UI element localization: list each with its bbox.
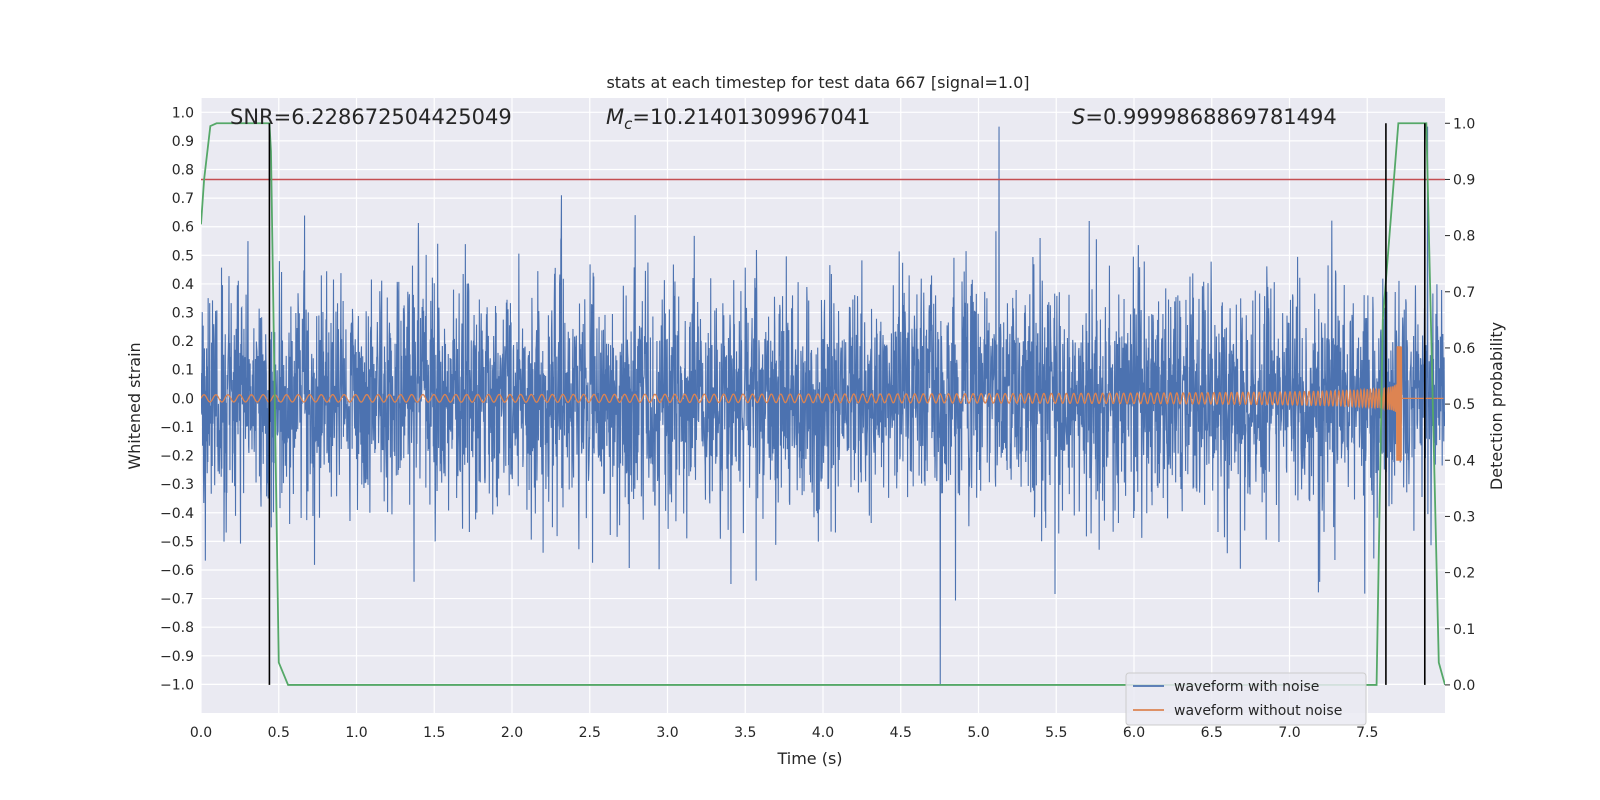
x-tick-label: 1.5 <box>423 725 445 741</box>
snr-annotation: SNR=6.228672504425049 <box>230 105 512 129</box>
y-tick-label: 0.9 <box>172 134 194 150</box>
x-tick-label: 1.0 <box>345 725 367 741</box>
x-tick-label: 7.0 <box>1278 725 1300 741</box>
y-tick-label: 0.0 <box>172 391 194 407</box>
y2-tick-label: 0.9 <box>1453 172 1475 188</box>
y-tick-label: −0.4 <box>160 506 194 522</box>
x-tick-label: 7.5 <box>1356 725 1378 741</box>
x-tick-label: 2.0 <box>501 725 523 741</box>
y2-tick-label: 0.1 <box>1453 622 1475 638</box>
y2-tick-label: 0.6 <box>1453 341 1475 357</box>
legend-box <box>1125 672 1367 726</box>
legend: waveform with noise waveform without noi… <box>1125 672 1367 726</box>
y2-tick-label: 0.8 <box>1453 229 1475 245</box>
y-axis-label: Whitened strain <box>125 342 144 469</box>
y2-tick-label: 0.2 <box>1453 566 1475 582</box>
x-tick-label: 0.0 <box>190 725 212 741</box>
y2-tick-label: 0.0 <box>1453 678 1475 694</box>
x-tick-label: 6.5 <box>1201 725 1223 741</box>
y-tick-label: 1.0 <box>172 105 194 121</box>
y-tick-label: 0.2 <box>172 334 194 350</box>
y-tick-label: −0.5 <box>160 534 194 550</box>
legend-label-noisy: waveform with noise <box>1174 679 1319 695</box>
score-symbol: S <box>1072 105 1085 129</box>
y-tick-label: −0.9 <box>160 649 194 665</box>
score-value: =0.9999868869781494 <box>1085 105 1336 129</box>
series-line-waveform-with-noise <box>201 126 1445 685</box>
y-tick-label: −0.8 <box>160 620 194 636</box>
y-tick-label: 0.8 <box>172 163 194 179</box>
y-tick-label: −0.2 <box>160 449 194 465</box>
score-annotation: S=0.9999868869781494 <box>1072 105 1337 129</box>
y2-tick-label: 0.7 <box>1453 285 1475 301</box>
chirp-mass-annotation: Mc=10.21401309967041 <box>606 105 870 133</box>
y-tick-label: 0.4 <box>172 277 194 293</box>
x-tick-label: 5.5 <box>1045 725 1067 741</box>
x-tick-label: 3.0 <box>656 725 678 741</box>
y-tick-label: 0.5 <box>172 248 194 264</box>
y-tick-label: 0.1 <box>172 363 194 379</box>
y2-axis-label: Detection probability <box>1487 322 1506 490</box>
x-tick-label: 4.5 <box>890 725 912 741</box>
chirp-mass-symbol: M <box>606 105 624 129</box>
y2-tick-label: 0.5 <box>1453 397 1475 413</box>
x-tick-label: 0.5 <box>268 725 290 741</box>
series-line-waveform-without-noise <box>201 346 1444 461</box>
x-tick-label: 4.0 <box>812 725 834 741</box>
y-tick-label: 0.3 <box>172 306 194 322</box>
chart-title: stats at each timestep for test data 667… <box>606 73 1029 92</box>
y2-tick-label: 0.3 <box>1453 509 1475 525</box>
y-tick-label: 0.7 <box>172 191 194 207</box>
x-tick-label: 2.5 <box>579 725 601 741</box>
x-tick-label: 3.5 <box>734 725 756 741</box>
y-tick-label: −0.7 <box>160 592 194 608</box>
chirp-mass-subscript: c <box>624 115 633 133</box>
y-tick-label: −0.3 <box>160 477 194 493</box>
y-tick-label: −0.1 <box>160 420 194 436</box>
detection-probability-line <box>201 122 1445 686</box>
x-tick-label: 5.0 <box>967 725 989 741</box>
legend-label-clean: waveform without noise <box>1174 703 1342 719</box>
chirp-mass-value: =10.21401309967041 <box>632 105 870 129</box>
y-tick-label: 0.6 <box>172 220 194 236</box>
y2-tick-label: 0.4 <box>1453 453 1475 469</box>
y-tick-label: −0.6 <box>160 563 194 579</box>
y-tick-label: −1.0 <box>160 677 194 693</box>
x-axis-label: Time (s) <box>776 749 842 768</box>
x-tick-label: 6.0 <box>1123 725 1145 741</box>
y2-tick-label: 1.0 <box>1453 116 1475 132</box>
